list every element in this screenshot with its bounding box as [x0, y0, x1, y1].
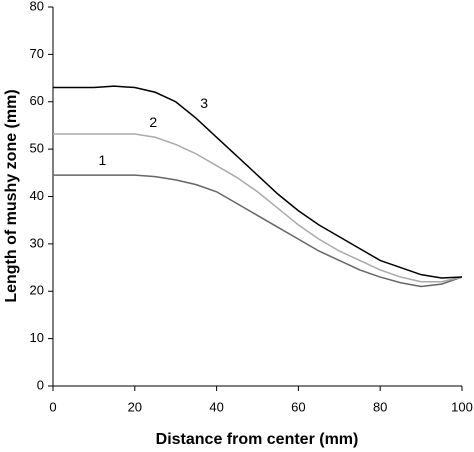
- series-label: 1: [98, 152, 106, 168]
- y-tick-label: 40: [30, 188, 44, 203]
- x-tick-label: 0: [49, 399, 56, 414]
- series-line: [53, 174, 463, 288]
- series-line: [53, 85, 463, 279]
- y-axis-title: Length of mushy zone (mm): [3, 89, 20, 302]
- x-tick-label: 100: [451, 399, 473, 414]
- y-tick-label: 10: [30, 330, 44, 345]
- y-tick-label: 20: [30, 283, 44, 298]
- y-tick-label: 60: [30, 93, 44, 108]
- x-tick-label: 60: [291, 399, 305, 414]
- x-axis-title: Distance from center (mm): [156, 431, 359, 448]
- series-line: [53, 133, 463, 283]
- y-tick-label: 50: [30, 141, 44, 156]
- y-tick-label: 70: [30, 46, 44, 61]
- y-tick-label: 0: [37, 377, 44, 392]
- x-tick-label: 20: [128, 399, 142, 414]
- series-label: 2: [149, 114, 157, 130]
- y-tick-label: 30: [30, 235, 44, 250]
- series-label: 3: [200, 95, 208, 111]
- x-tick-label: 80: [373, 399, 387, 414]
- x-tick-label: 40: [209, 399, 223, 414]
- y-tick-label: 80: [30, 0, 44, 13]
